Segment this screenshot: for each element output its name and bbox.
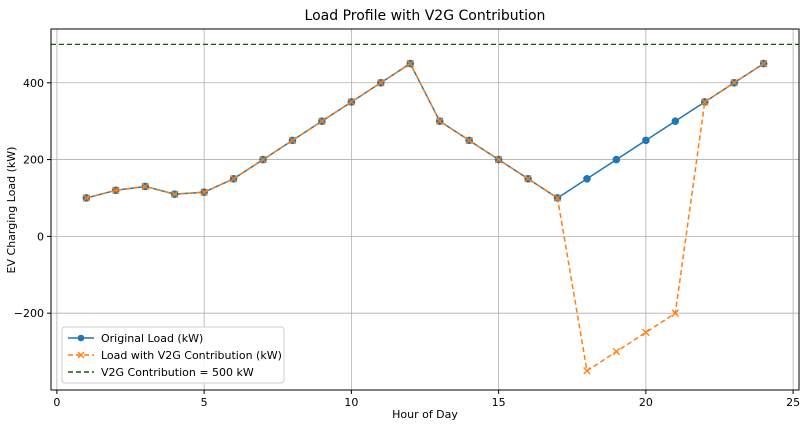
y-tick-label: −200 <box>14 307 44 320</box>
v2g-load-point <box>583 367 591 375</box>
v2g-load-point <box>553 194 562 202</box>
v2g-load-point <box>141 182 149 191</box>
x-axis-label: Hour of Day <box>392 408 458 421</box>
legend-v2g-reference: V2G Contribution = 500 kW <box>68 366 254 379</box>
v2g-load-point <box>229 175 238 183</box>
axis-ticks: 0 5 10 15 20 25 −200 0 200 400 <box>14 77 800 409</box>
v2g-load-point <box>494 155 503 164</box>
legend-v2g-load: Load with V2G Contribution (kW) <box>68 349 282 362</box>
original-load-point <box>583 174 591 183</box>
chart-title: Load Profile with V2G Contribution <box>305 8 546 24</box>
legend-label: Load with V2G Contribution (kW) <box>101 349 282 362</box>
legend-swatch-marker <box>77 351 85 359</box>
legend-label: Original Load (kW) <box>101 332 203 345</box>
original-load-point <box>671 117 680 125</box>
y-tick-label: 200 <box>23 154 44 167</box>
v2g-load-point <box>465 136 473 145</box>
v2g-load-line <box>86 62 765 372</box>
x-tick-label: 0 <box>53 396 60 409</box>
v2g-load-point <box>347 98 356 106</box>
legend: Original Load (kW) Load with V2G Contribu… <box>61 326 285 384</box>
v2g-load-point <box>200 188 208 196</box>
x-tick-label: 20 <box>639 396 653 409</box>
v2g-load-point <box>170 190 179 198</box>
v2g-load-point <box>671 309 680 317</box>
v2g-load-point <box>642 328 650 337</box>
v2g-load-point <box>612 347 621 356</box>
x-tick-label: 25 <box>786 396 800 409</box>
legend-box <box>61 326 285 384</box>
legend-label: V2G Contribution = 500 kW <box>101 366 254 379</box>
v2g-load-point <box>435 117 444 125</box>
v2g-load-point <box>318 117 326 125</box>
v2g-load-point <box>377 79 385 87</box>
original-load-point <box>612 155 621 164</box>
plot-frame <box>50 28 800 391</box>
original-load-point <box>642 136 650 145</box>
v2g-load-point <box>730 79 738 87</box>
legend-swatch-marker <box>77 334 85 342</box>
v2g-load-point <box>288 136 297 145</box>
v2g-load-point <box>524 175 532 183</box>
y-tick-label: 400 <box>23 77 44 90</box>
x-tick-label: 5 <box>201 396 208 409</box>
x-tick-label: 15 <box>492 396 506 409</box>
series-layer <box>82 59 768 375</box>
v2g-load-point <box>112 186 120 195</box>
v2g-load-point <box>406 59 415 68</box>
v2g-load-point <box>701 98 709 106</box>
v2g-load-point <box>259 155 267 164</box>
v2g-load-point <box>82 194 91 202</box>
legend-original-load: Original Load (kW) <box>68 332 203 345</box>
y-tick-label: 0 <box>37 230 44 243</box>
v2g-load-point <box>759 59 768 68</box>
x-tick-label: 10 <box>344 396 358 409</box>
y-axis-label: EV Charging Load (kW) <box>5 147 18 274</box>
